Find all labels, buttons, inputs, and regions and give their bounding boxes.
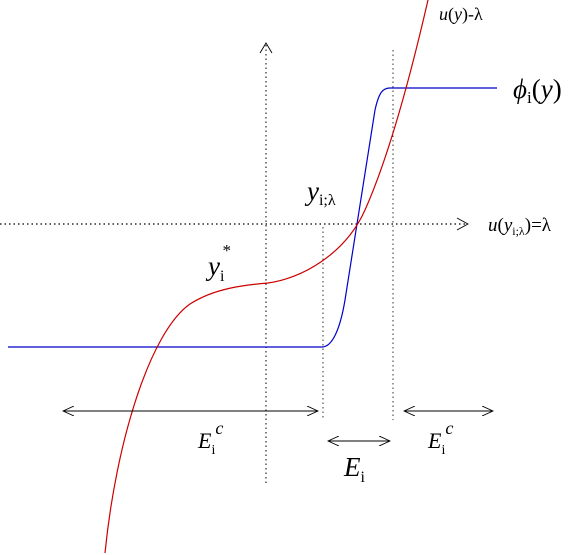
horizontal-axis-label: u(yi;λ)=λ	[488, 215, 552, 238]
phi-curve	[8, 87, 497, 348]
y-star-label: yi*	[205, 241, 231, 285]
u-minus-lambda-curve	[104, 0, 429, 554]
horizontal-axis-arrowhead	[456, 217, 469, 231]
phi-curve-label: ϕi(y)	[513, 74, 562, 107]
E-complement-left-label: Eic	[197, 418, 223, 458]
vertical-axis-arrowhead	[259, 42, 273, 54]
y-ilambda-label: yi;λ	[304, 176, 336, 209]
u-curve-label: u(y)-λ	[439, 4, 483, 25]
E-interval-label: Ei	[343, 452, 366, 486]
E-complement-right-label: Eic	[427, 418, 453, 458]
